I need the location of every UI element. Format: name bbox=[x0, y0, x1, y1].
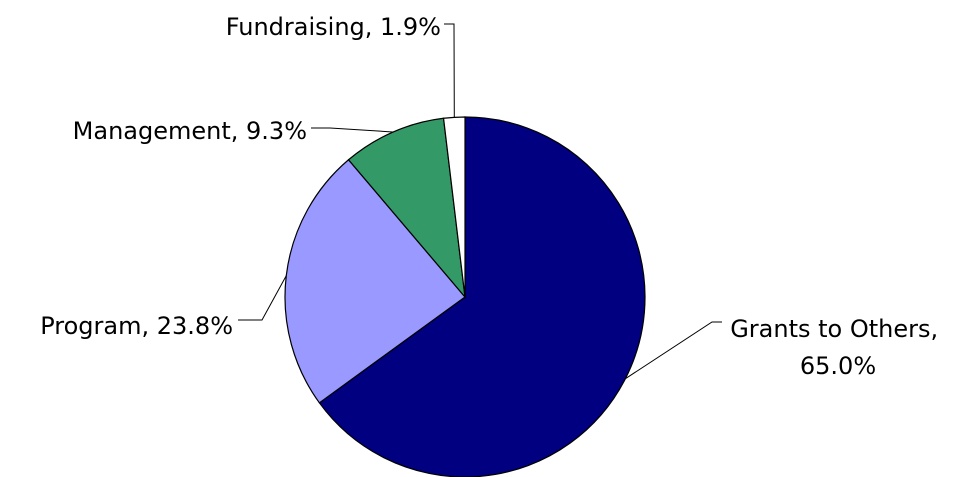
pie-slices bbox=[284, 116, 646, 477]
label-grants-to-others: Grants to Others, 65.0% bbox=[730, 315, 946, 380]
pie-slice-program bbox=[284, 158, 466, 404]
leader-line-management bbox=[311, 127, 394, 133]
leader-line-program bbox=[238, 275, 287, 321]
leader-lines bbox=[238, 23, 722, 380]
leader-line-grants-to-others bbox=[625, 321, 722, 380]
pie-slice-grants-to-others bbox=[318, 116, 646, 477]
label-program: Program, 23.8% bbox=[40, 312, 233, 340]
leader-line-fundraising bbox=[444, 23, 455, 118]
label-management: Management, 9.3% bbox=[73, 117, 307, 145]
pie-slice-fundraising bbox=[442, 116, 466, 298]
label-fundraising: Fundraising, 1.9% bbox=[226, 13, 441, 41]
